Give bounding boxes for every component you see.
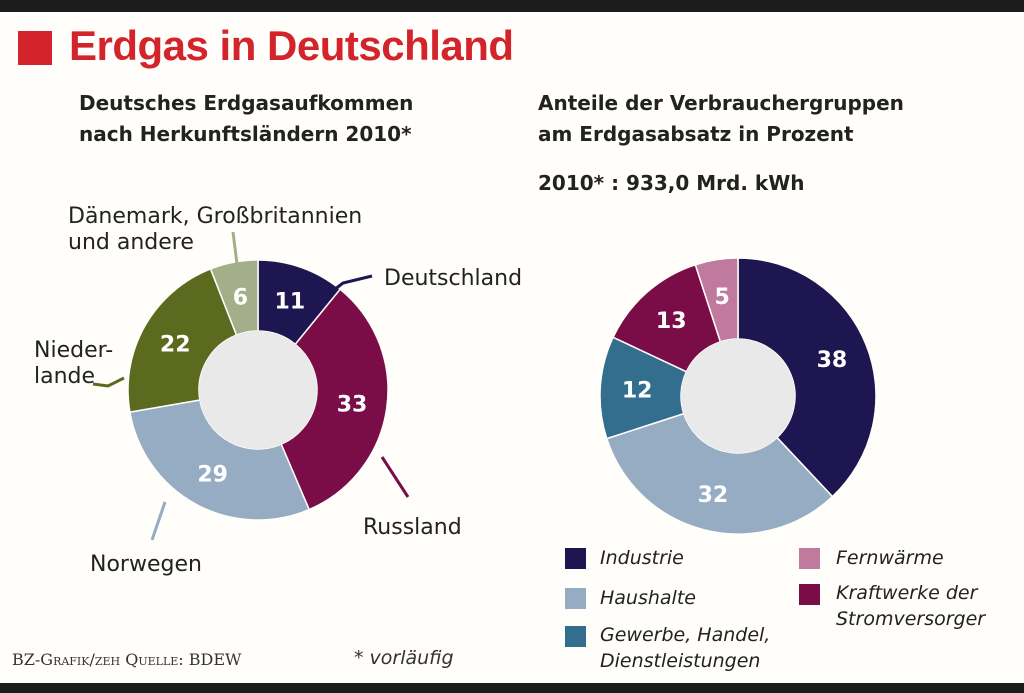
top-rule [0, 0, 1024, 12]
chart1-leader-deutschland [329, 274, 373, 295]
legend-label-gewerbe: Gewerbe, Handel, Dienstleistungen [600, 622, 770, 674]
chart1-leader-russland [380, 456, 410, 498]
page-title: Erdgas in Deutschland [69, 22, 514, 69]
legend-kraftwerke-line-1: Kraftwerke der [836, 582, 978, 604]
right-chart-title: Anteile der Verbrauchergruppen am Erdgas… [538, 88, 904, 150]
chart1-value-russland: 33 [337, 392, 368, 417]
chart1-value-norwegen: 29 [197, 462, 228, 487]
legend-fernwaerme-line-1: Fernwärme [836, 547, 944, 569]
chart1-label-niederlande: Nieder-lande [34, 338, 113, 389]
legend-haushalte-line-1: Haushalte [600, 587, 696, 609]
footnote: * vorläufig [354, 647, 454, 669]
chart1-value-deutschland: 11 [275, 290, 306, 315]
legend-label-haushalte: Haushalte [600, 585, 696, 611]
chart1-label-deutschland: Deutschland [384, 266, 522, 291]
right-chart-title-line-1: Anteile der Verbrauchergruppen [538, 91, 904, 115]
title-marker [18, 31, 52, 65]
legend-kraftwerke-line-2: Stromversorger [836, 608, 986, 630]
chart1-value-daenemark-grossbritannienund-andere: 6 [233, 286, 248, 311]
chart1-slice-russland [280, 288, 389, 511]
chart2-value-kraftwerke-der-stromversorger: 13 [656, 309, 687, 334]
chart2-value-fernwaerme: 5 [715, 285, 730, 310]
legend-swatch-industrie [565, 548, 586, 569]
legend-gewerbe-line-2: Dienstleistungen [600, 650, 761, 672]
chart1-donut-hole [199, 331, 317, 449]
chart2-value-haushalte: 32 [698, 483, 729, 508]
chart1-leader-niederlande [92, 376, 125, 388]
left-chart-title-line-2: nach Herkunftsländern 2010* [79, 122, 412, 146]
chart2-value-gewerbe-handel-dienstleistungen: 12 [622, 379, 653, 404]
chart2-donut-hole [681, 339, 795, 453]
legend-swatch-gewerbe [565, 626, 586, 647]
chart1-label-daenemark: Dänemark, Großbritannien und andere [68, 204, 362, 255]
chart1-value-nieder-lande: 22 [160, 332, 191, 357]
legend-label-kraftwerke: Kraftwerke der Stromversorger [836, 580, 985, 632]
chart1-label-norwegen: Norwegen [90, 552, 202, 577]
right-chart-title-line-2: am Erdgasabsatz in Prozent [538, 122, 854, 146]
bottom-rule [0, 683, 1024, 693]
chart1-label-russland: Russland [363, 515, 462, 540]
left-chart-title-line-1: Deutsches Erdgasaufkommen [79, 91, 414, 115]
left-chart-title: Deutsches Erdgasaufkommen nach Herkunfts… [79, 88, 413, 150]
chart1-leader-daenemark [231, 231, 240, 273]
source-credit: BZ-Grafik/zeh Quelle: BDEW [12, 650, 242, 669]
chart1-leader-norwegen [150, 501, 167, 541]
legend-swatch-haushalte [565, 588, 586, 609]
right-chart-total: 2010* : 933,0 Mrd. kWh [538, 171, 805, 195]
legend-swatch-kraftwerke [799, 584, 820, 605]
legend-label-fernwaerme: Fernwärme [836, 545, 944, 571]
legend-gewerbe-line-1: Gewerbe, Handel, [600, 624, 771, 646]
chart1-slice-norwegen [129, 399, 311, 521]
legend-swatch-fernwaerme [799, 548, 820, 569]
legend-label-industrie: Industrie [600, 545, 684, 571]
chart2-value-industrie: 38 [817, 348, 848, 373]
legend-industrie-line-1: Industrie [600, 547, 684, 569]
